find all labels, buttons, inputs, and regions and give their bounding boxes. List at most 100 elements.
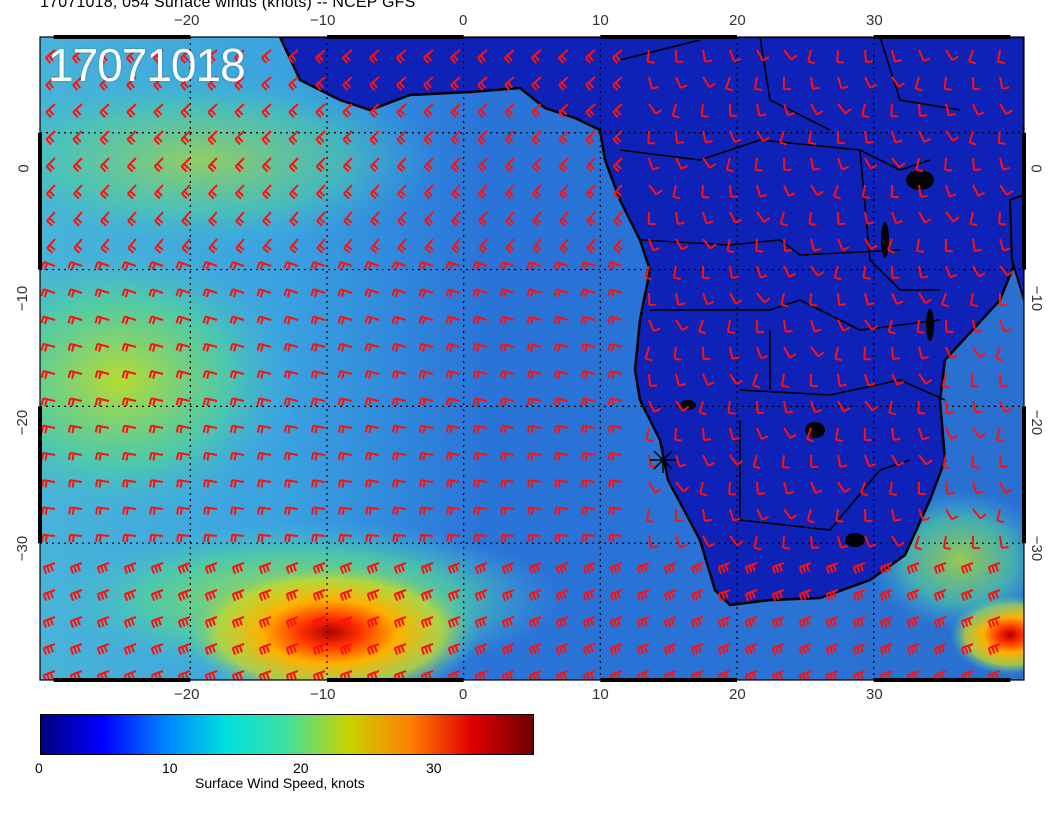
bottom-lon-label: −10 [310, 686, 336, 703]
wind-barb [675, 211, 685, 225]
wind-barb [258, 643, 272, 656]
wind-barb [613, 211, 623, 227]
wind-barb [582, 643, 596, 656]
wind-barb [918, 508, 931, 522]
wind-barb [675, 157, 689, 170]
wind-barb [559, 184, 569, 200]
wind-barb [501, 616, 515, 629]
wind-barb [339, 562, 353, 575]
wind-barb [945, 103, 956, 117]
wind-barb [810, 184, 824, 197]
colorbar-label: Surface Wind Speed, knots [195, 775, 365, 791]
wind-barb [559, 238, 569, 254]
wind-barb [67, 451, 83, 461]
wind-barb [369, 76, 380, 91]
wind-barb [284, 533, 299, 543]
wind-barb [445, 397, 461, 407]
wind-barb [501, 562, 515, 575]
wind-barb [837, 481, 851, 494]
wind-barb [95, 479, 110, 488]
wind-barb [312, 670, 326, 680]
wind-barb [393, 589, 407, 602]
wind-barb [72, 49, 83, 64]
colorbar-tick: 30 [426, 760, 442, 776]
wind-barb [825, 643, 839, 656]
wind-barb [150, 589, 164, 602]
wind-barb [234, 103, 245, 118]
wind-barb [202, 424, 218, 434]
wind-barb [607, 342, 623, 352]
wind-barb [701, 184, 710, 199]
wind-barb [916, 319, 925, 334]
bottom-lon-label: 30 [866, 686, 883, 703]
wind-barb [393, 616, 407, 629]
wind-barb [67, 397, 83, 407]
wind-barb [150, 616, 164, 629]
wind-barb [555, 670, 569, 680]
wind-barb [663, 562, 677, 575]
wind-barb [648, 373, 658, 387]
wind-barb [177, 589, 191, 602]
wind-barb [555, 589, 569, 602]
wind-barb [906, 562, 920, 575]
wind-barb [702, 373, 715, 386]
wind-barb [999, 481, 1013, 494]
wind-barb [987, 643, 1001, 656]
wind-barb [121, 288, 137, 298]
wind-barb [960, 589, 974, 602]
wind-barb [607, 261, 623, 271]
wind-barb [45, 157, 56, 173]
wind-barb [864, 49, 874, 63]
wind-barb [999, 103, 1013, 116]
wind-barb [418, 370, 434, 379]
wind-barb [608, 533, 623, 543]
wind-barb [995, 427, 1004, 443]
wind-barb [204, 562, 218, 575]
wind-barb [339, 643, 353, 656]
wind-barb [998, 292, 1007, 307]
wind-barb [891, 508, 902, 522]
wind-barb [972, 427, 987, 439]
wind-barb [285, 616, 299, 629]
wind-barb [424, 211, 434, 227]
wind-barb [501, 589, 515, 602]
wind-barb [891, 157, 906, 169]
wind-barb [283, 315, 299, 325]
wind-barb [918, 49, 931, 62]
wind-barb [397, 211, 407, 227]
wind-barb [391, 370, 407, 379]
wind-barb [809, 373, 818, 388]
wind-barb [316, 211, 326, 227]
wind-barb [555, 643, 569, 656]
wind-barb [891, 535, 905, 548]
wind-barb [554, 506, 569, 515]
wind-barb [945, 481, 955, 495]
wind-barb [582, 616, 596, 629]
wind-barb [257, 533, 272, 543]
wind-barb [310, 397, 326, 407]
wind-barb [585, 103, 596, 118]
wind-barb [648, 292, 657, 306]
wind-barb [756, 265, 768, 279]
wind-barb [726, 238, 735, 254]
wind-barb [258, 589, 272, 602]
wind-barb [316, 184, 326, 200]
wind-barb [837, 535, 848, 549]
wind-barb [283, 451, 299, 461]
wind-barb [945, 508, 959, 521]
wind-barb [69, 643, 83, 656]
wind-barb [999, 76, 1010, 90]
wind-barb [527, 533, 542, 543]
wind-barb [756, 292, 771, 304]
wind-barb [890, 184, 899, 199]
wind-barb [999, 184, 1014, 196]
wind-barb [499, 342, 515, 352]
wind-barb [175, 342, 191, 352]
wind-barb [175, 315, 191, 325]
wind-barb [613, 238, 623, 254]
wind-barb [852, 616, 866, 629]
wind-barb [316, 238, 326, 254]
wind-barb [810, 535, 820, 549]
wind-barb [69, 616, 83, 629]
wind-barb [782, 76, 791, 91]
